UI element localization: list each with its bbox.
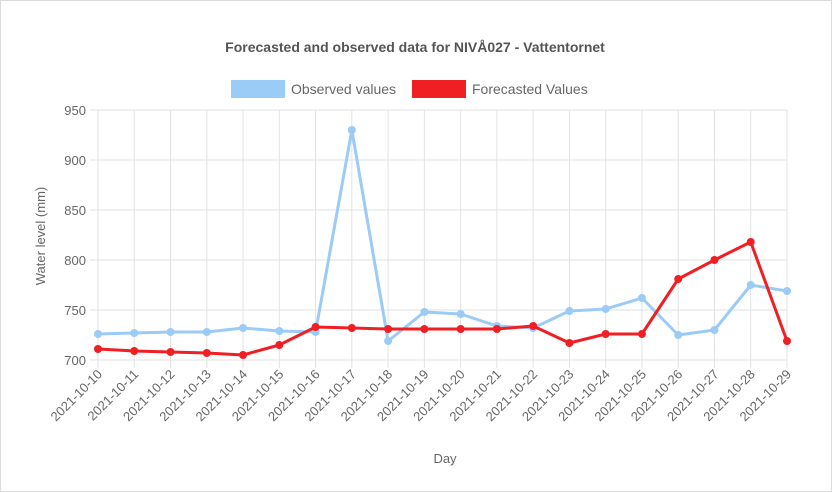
observed-data-point[interactable] — [674, 331, 683, 339]
observed-data-point[interactable] — [420, 308, 429, 316]
y-tick-label: 900 — [64, 153, 86, 168]
observed-data-point[interactable] — [710, 326, 719, 334]
forecasted-data-point[interactable] — [565, 339, 574, 347]
forecasted-data-point[interactable] — [94, 345, 102, 353]
observed-data-point[interactable] — [601, 305, 610, 313]
observed-data-point[interactable] — [347, 126, 356, 134]
observed-data-point[interactable] — [783, 287, 791, 295]
forecasted-data-point[interactable] — [384, 325, 393, 333]
forecasted-data-point[interactable] — [130, 347, 139, 355]
legend-label-observed[interactable]: Observed values — [291, 81, 396, 97]
legend-label-forecasted[interactable]: Forecasted Values — [472, 81, 588, 97]
observed-data-point[interactable] — [384, 337, 393, 345]
forecasted-data-point[interactable] — [601, 330, 610, 338]
forecasted-data-point[interactable] — [311, 323, 320, 331]
y-tick-label: 950 — [64, 103, 86, 118]
observed-data-point[interactable] — [202, 328, 211, 336]
observed-data-point[interactable] — [637, 294, 646, 302]
y-tick-label: 750 — [64, 303, 86, 318]
forecasted-data-point[interactable] — [710, 256, 719, 264]
x-axis-ticks: 2021-10-102021-10-112021-10-122021-10-13… — [47, 367, 794, 425]
observed-data-point[interactable] — [746, 281, 755, 289]
observed-data-point[interactable] — [456, 310, 465, 318]
observed-data-point[interactable] — [565, 307, 574, 315]
y-tick-label: 700 — [64, 353, 86, 368]
legend-swatch-observed[interactable] — [231, 80, 285, 98]
observed-data-point[interactable] — [130, 329, 139, 337]
x-axis-title: Day — [433, 451, 457, 466]
forecasted-data-point[interactable] — [239, 351, 248, 359]
y-axis-title: Water level (mm) — [33, 187, 48, 285]
grid-lines — [90, 109, 788, 368]
forecasted-data-point[interactable] — [529, 322, 538, 330]
legend-swatch-forecasted[interactable] — [412, 80, 466, 98]
y-tick-label: 850 — [64, 203, 86, 218]
forecasted-data-point[interactable] — [674, 275, 683, 283]
chart-title: Forecasted and observed data for NIVÅ027… — [225, 39, 605, 55]
forecasted-data-point[interactable] — [492, 325, 501, 333]
forecasted-data-point[interactable] — [166, 348, 175, 356]
observed-series-line — [97, 128, 788, 343]
forecasted-data-point[interactable] — [783, 337, 791, 345]
legend[interactable]: Observed values Forecasted Values — [231, 80, 588, 98]
observed-data-point[interactable] — [94, 330, 102, 338]
observed-data-point[interactable] — [239, 324, 248, 332]
forecasted-data-point[interactable] — [637, 330, 646, 338]
forecasted-data-point[interactable] — [456, 325, 465, 333]
observed-data-point[interactable] — [275, 327, 284, 335]
observed-data-point[interactable] — [166, 328, 175, 336]
y-tick-label: 800 — [64, 253, 86, 268]
series-lines — [94, 126, 791, 359]
forecasted-data-point[interactable] — [275, 341, 284, 349]
y-axis-ticks: 700 750 800 850 900 950 — [64, 103, 86, 368]
forecasted-data-point[interactable] — [420, 325, 429, 333]
forecasted-data-point[interactable] — [202, 349, 211, 357]
forecasted-data-point[interactable] — [347, 324, 356, 332]
forecasted-data-point[interactable] — [746, 238, 755, 246]
forecasted-series-line — [97, 240, 789, 357]
